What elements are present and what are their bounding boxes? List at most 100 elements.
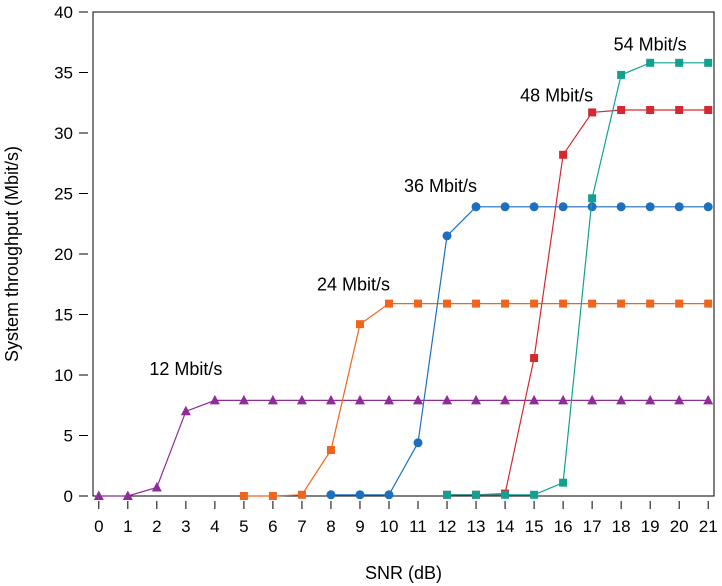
- data-point: [559, 478, 568, 487]
- data-point: [675, 106, 684, 115]
- y-tick-label: 10: [54, 366, 73, 385]
- data-point: [558, 202, 568, 212]
- data-point: [296, 394, 307, 405]
- data-point: [326, 490, 336, 500]
- data-point: [501, 490, 510, 499]
- data-point: [674, 202, 684, 212]
- data-point: [587, 394, 598, 405]
- series-label: 24 Mbit/s: [317, 274, 390, 294]
- data-point: [617, 106, 626, 115]
- x-axis-title: SNR (dB): [365, 563, 442, 583]
- x-tick-label: 15: [525, 517, 544, 536]
- data-point: [617, 70, 626, 79]
- series-line: [447, 62, 709, 496]
- data-point: [616, 394, 627, 405]
- y-axis-title: System throughput (Mbit/s): [2, 146, 22, 362]
- data-point: [267, 394, 278, 405]
- x-tick-label: 1: [123, 517, 132, 536]
- data-point: [616, 202, 626, 212]
- x-tick-label: 19: [641, 517, 660, 536]
- x-tick-label: 4: [210, 517, 219, 536]
- x-tick-label: 7: [297, 517, 306, 536]
- x-tick-label: 3: [181, 517, 190, 536]
- data-point: [530, 299, 539, 308]
- data-point: [326, 446, 335, 455]
- y-axis: 0 5 10 15 20 25 30 35 40: [54, 3, 88, 506]
- y-tick-label: 0: [64, 487, 73, 506]
- data-point: [355, 320, 364, 329]
- data-point: [588, 194, 597, 203]
- data-point: [500, 202, 510, 212]
- series-label: 12 Mbit/s: [149, 359, 222, 379]
- data-point: [530, 354, 539, 363]
- data-point: [500, 394, 511, 405]
- data-point: [646, 299, 655, 308]
- data-point: [355, 490, 365, 500]
- x-tick-label: 13: [467, 517, 486, 536]
- data-point: [383, 394, 394, 405]
- series-line: [98, 399, 709, 497]
- data-point: [617, 299, 626, 308]
- data-point: [413, 394, 424, 405]
- x-axis: 0 1 2 3 4 5 6 7 8 9 10 11 12 13 14 15 16 17 18 19 20 21: [94, 501, 718, 536]
- series-line: [447, 109, 709, 496]
- data-point: [501, 299, 510, 308]
- data-point: [588, 108, 597, 117]
- y-tick-label: 30: [54, 124, 73, 143]
- data-point: [442, 231, 452, 241]
- y-tick-label: 35: [54, 64, 73, 83]
- data-point: [325, 394, 336, 405]
- y-tick-label: 20: [54, 245, 73, 264]
- data-point: [646, 58, 655, 67]
- series-label: 48 Mbit/s: [520, 85, 593, 105]
- data-point: [703, 394, 714, 405]
- x-tick-label: 17: [583, 517, 602, 536]
- data-point: [238, 394, 249, 405]
- series-2: [326, 202, 713, 500]
- data-point: [587, 202, 597, 212]
- series-label: 36 Mbit/s: [404, 176, 477, 196]
- x-tick-label: 11: [409, 517, 427, 536]
- data-point: [471, 394, 482, 405]
- y-tick-label: 25: [54, 185, 73, 204]
- series-group: [93, 58, 714, 500]
- data-point: [180, 405, 191, 416]
- y-tick-label: 15: [54, 306, 73, 325]
- data-point: [675, 58, 684, 67]
- x-tick-label: 5: [239, 517, 248, 536]
- data-point: [559, 299, 568, 308]
- series-4: [443, 58, 713, 499]
- data-point: [93, 490, 104, 500]
- data-point: [122, 490, 133, 500]
- data-point: [443, 490, 452, 499]
- data-point: [646, 106, 655, 115]
- data-point: [674, 394, 685, 405]
- data-point: [443, 299, 452, 308]
- x-tick-label: 20: [670, 517, 689, 536]
- x-tick-label: 9: [355, 517, 364, 536]
- series-1: [239, 299, 713, 500]
- data-point: [413, 438, 423, 448]
- data-point: [384, 299, 393, 308]
- x-tick-label: 0: [94, 517, 103, 536]
- data-point: [472, 490, 481, 499]
- data-point: [588, 299, 597, 308]
- data-point: [704, 58, 713, 67]
- x-tick-label: 21: [699, 517, 718, 536]
- data-point: [645, 394, 656, 405]
- data-point: [384, 490, 394, 500]
- data-point: [471, 202, 481, 212]
- data-point: [239, 492, 248, 500]
- data-point: [704, 299, 713, 308]
- data-point: [151, 482, 162, 492]
- series-labels: 12 Mbit/s 24 Mbit/s 36 Mbit/s 48 Mbit/s 54 M…: [149, 35, 686, 379]
- series-0: [93, 394, 714, 500]
- data-point: [354, 394, 365, 405]
- data-point: [414, 299, 423, 308]
- data-point: [297, 490, 306, 499]
- series-label: 54 Mbit/s: [614, 35, 687, 55]
- data-point: [704, 106, 713, 115]
- data-point: [558, 394, 569, 405]
- x-tick-label: 12: [438, 517, 457, 536]
